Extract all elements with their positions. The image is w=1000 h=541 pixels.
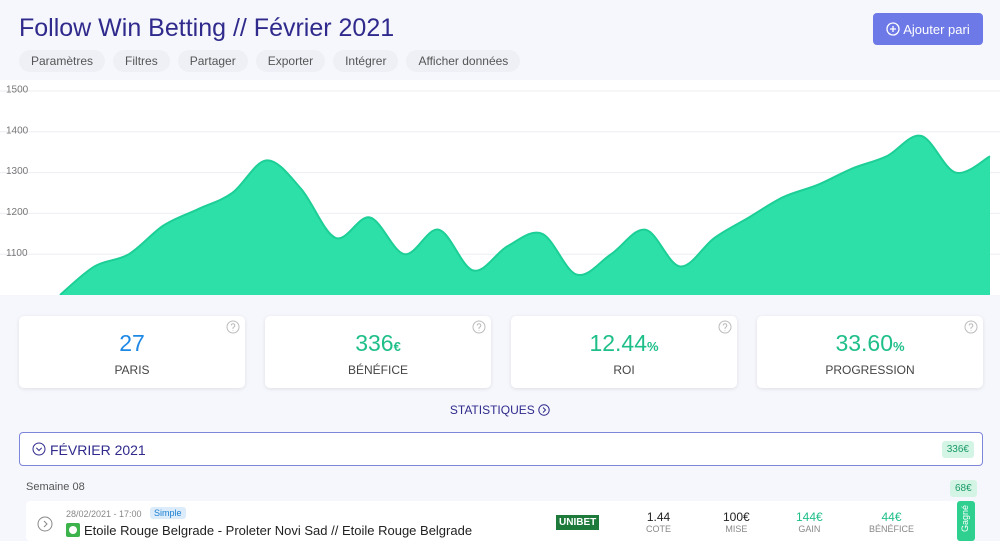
bet-col-label: BÉNÉFICE xyxy=(869,524,915,534)
toolbar: Paramètres Filtres Partager Exporter Int… xyxy=(19,50,521,72)
stat-unit: € xyxy=(393,339,401,354)
bet-col-value: 100€ xyxy=(723,510,750,524)
expand-icon xyxy=(37,516,53,532)
y-tick-label: 1200 xyxy=(6,207,29,218)
bet-col: 1.44 COTE xyxy=(646,510,671,534)
help-icon[interactable] xyxy=(226,320,240,334)
status-tag: Gagné xyxy=(957,501,975,541)
toolbar-button[interactable]: Afficher données xyxy=(406,50,521,72)
stat-card: 12.44% ROI xyxy=(511,316,737,388)
area-line xyxy=(59,134,991,295)
stat-unit: % xyxy=(647,339,659,354)
stat-label: ROI xyxy=(613,363,635,377)
stat-number: 33.60 xyxy=(835,330,893,356)
bet-col: 44€ BÉNÉFICE xyxy=(869,510,914,534)
bet-col-value: 144€ xyxy=(796,510,823,524)
bet-col: 100€ MISE xyxy=(723,510,750,534)
sport-icon xyxy=(66,523,80,537)
toolbar-button[interactable]: Paramètres xyxy=(19,50,106,72)
stat-value: 336€ xyxy=(265,330,491,357)
bet-col: 144€ GAIN xyxy=(796,510,823,534)
bet-kind: Simple xyxy=(150,507,186,519)
toolbar-button[interactable]: Exporter xyxy=(255,50,326,72)
y-tick-label: 1300 xyxy=(6,166,29,177)
help-icon[interactable] xyxy=(964,320,978,334)
page-title: Follow Win Betting // Février 2021 xyxy=(19,14,395,42)
stat-value: 12.44% xyxy=(511,330,737,357)
stat-card: 336€ BÉNÉFICE xyxy=(265,316,491,388)
stat-number: 12.44 xyxy=(589,330,647,356)
toolbar-button[interactable]: Filtres xyxy=(113,50,170,72)
stat-number: 27 xyxy=(119,330,145,356)
bet-col-label: MISE xyxy=(725,524,748,534)
stat-label: PARIS xyxy=(114,363,150,377)
y-tick-label: 1100 xyxy=(6,248,28,259)
month-label: FÉVRIER 2021 xyxy=(50,442,146,458)
week-total: 68€ xyxy=(950,480,977,497)
stat-value: 33.60% xyxy=(757,330,983,357)
help-icon[interactable] xyxy=(718,320,732,334)
help-icon[interactable] xyxy=(472,320,486,334)
toolbar-button[interactable]: Intégrer xyxy=(333,50,399,72)
month-header[interactable]: FÉVRIER 2021 336€ xyxy=(19,432,983,466)
stat-value: 27 xyxy=(19,330,245,357)
week-label: Semaine 08 xyxy=(26,481,85,493)
area xyxy=(60,135,990,295)
stat-card: 27 PARIS xyxy=(19,316,245,388)
y-tick-label: 1400 xyxy=(6,125,29,136)
y-tick-label: 1500 xyxy=(6,85,29,96)
stats-link[interactable]: STATISTIQUES xyxy=(0,403,1000,417)
bet-col-value: 1.44 xyxy=(646,510,671,524)
bet-col-label: COTE xyxy=(646,524,672,534)
bet-date: 28/02/2021 - 17:00 xyxy=(66,509,142,519)
plus-icon xyxy=(886,22,900,36)
stat-unit: % xyxy=(893,339,905,354)
chart: 1100 1200 1300 1400 1500 xyxy=(0,80,1000,295)
bookmaker: UNIBET xyxy=(556,515,600,530)
stat-card: 33.60% PROGRESSION xyxy=(757,316,983,388)
chevron-icon xyxy=(538,404,550,416)
bet-col-label: GAIN xyxy=(798,524,821,534)
stat-label: BÉNÉFICE xyxy=(347,363,408,377)
stat-label: PROGRESSION xyxy=(825,363,915,377)
toolbar-button[interactable]: Partager xyxy=(177,50,248,72)
collapse-icon xyxy=(32,442,46,456)
bet-col-value: 44€ xyxy=(881,510,902,524)
bet-event: Etoile Rouge Belgrade - Proleter Novi Sa… xyxy=(84,523,473,538)
add-button[interactable]: Ajouter pari xyxy=(873,13,983,45)
month-total: 336€ xyxy=(941,441,974,458)
status-label: Gagné xyxy=(960,505,970,533)
add-button-label: Ajouter pari xyxy=(903,21,970,37)
stats-link-label: STATISTIQUES xyxy=(449,403,535,417)
bet-row[interactable]: 28/02/2021 - 17:00 Simple Etoile Rouge B… xyxy=(26,501,975,541)
stat-number: 336 xyxy=(355,330,394,356)
